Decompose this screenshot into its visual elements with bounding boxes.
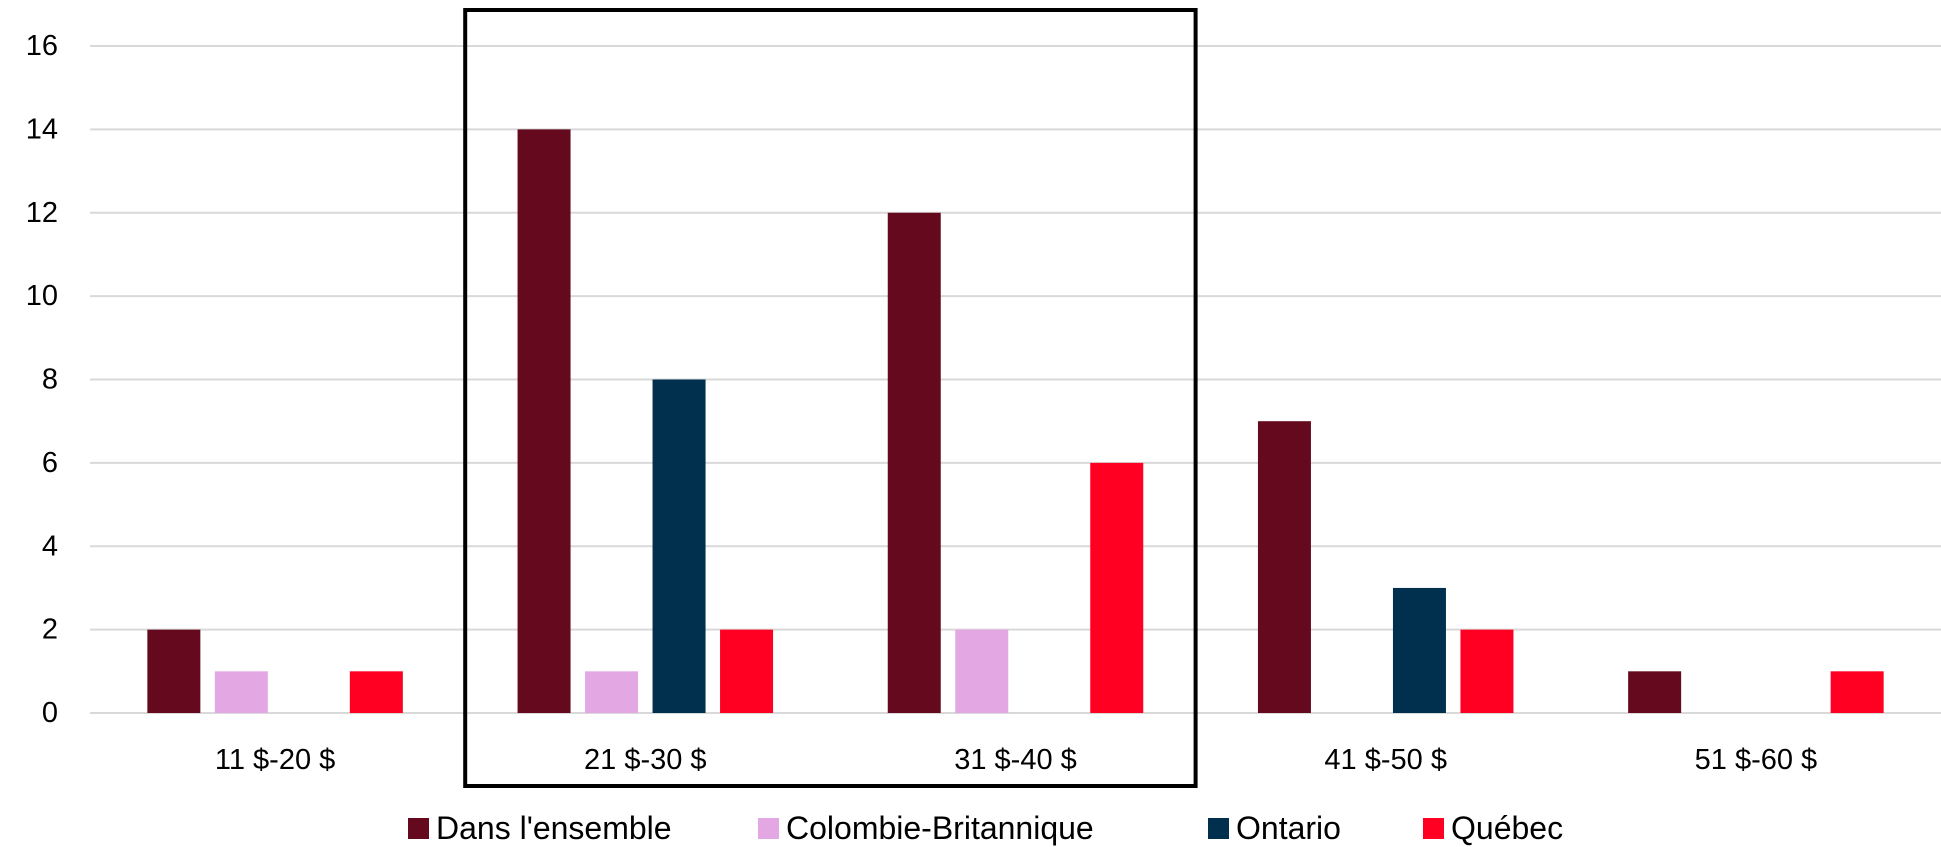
bar-1-3 [720,629,774,713]
bar-4-3 [1830,671,1884,713]
bar-3-0 [1257,421,1311,713]
legend-label-3: Québec [1451,810,1563,846]
bar-1-2 [652,379,706,713]
x-tick-label-3: 41 $-50 $ [1324,744,1447,776]
bar-2-0 [887,212,941,713]
legend-swatch-2 [1208,818,1229,839]
x-tick-label-0: 11 $-20 $ [215,744,335,776]
bar-0-3 [349,671,403,713]
legend-label-2: Ontario [1236,810,1341,846]
y-tick-label-1: 2 [42,614,58,646]
y-tick-label-4: 8 [42,364,58,396]
highlight-box [463,8,1198,788]
bar-3-3 [1460,629,1514,713]
x-axis-ticks: 11 $-20 $ 21 $-30 $ 31 $-40 $ 41 $-50 $ 51 $… [215,744,1817,776]
legend: Dans l'ensemble Colombie-Britannique Ontar… [408,810,1563,846]
bar-3-2 [1392,587,1446,713]
legend-swatch-1 [758,818,779,839]
x-tick-label-1: 21 $-30 $ [584,744,707,776]
bar-2-1 [955,629,1009,713]
y-tick-label-6: 12 [26,197,58,229]
y-tick-label-2: 4 [42,530,58,562]
legend-label-0: Dans l'ensemble [436,810,672,846]
x-tick-label-2: 31 $-40 $ [954,744,1077,776]
bars [147,129,1884,713]
x-tick-label-4: 51 $-60 $ [1695,744,1818,776]
bar-1-0 [517,129,571,713]
bar-0-0 [147,629,201,713]
y-axis-ticks: 0 2 4 6 8 10 12 14 16 [26,30,58,729]
bar-4-0 [1628,671,1682,713]
y-tick-label-7: 14 [26,113,58,145]
bar-0-1 [214,671,268,713]
legend-label-1: Colombie-Britannique [786,810,1094,846]
gridlines [90,45,1941,714]
y-tick-label-0: 0 [42,697,58,729]
y-tick-label-3: 6 [42,447,58,479]
legend-swatch-0 [408,818,429,839]
y-tick-label-8: 16 [26,30,58,62]
legend-swatch-3 [1423,818,1444,839]
y-tick-label-5: 10 [26,280,58,312]
bar-2-3 [1090,462,1144,713]
bar-1-1 [585,671,639,713]
